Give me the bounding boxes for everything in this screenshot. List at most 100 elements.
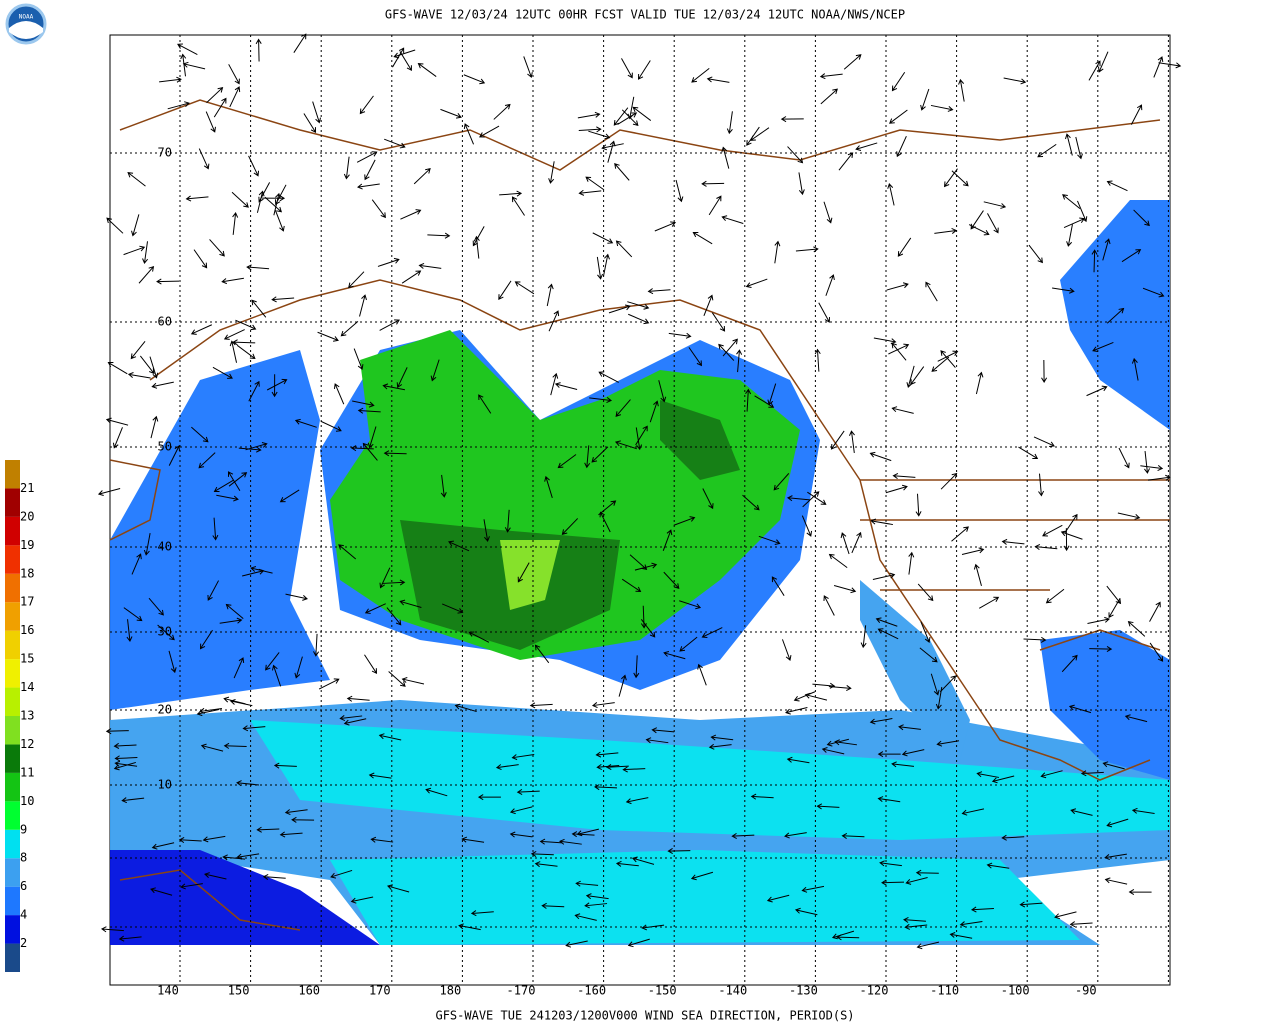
wind-arrow (392, 47, 405, 68)
wind-arrow (472, 226, 485, 247)
wind-arrow (1033, 436, 1055, 448)
wind-arrow (273, 192, 281, 216)
wind-arrow (1063, 217, 1086, 228)
wind-arrow (961, 547, 985, 555)
wind-arrow (814, 348, 821, 372)
wind-arrow (213, 479, 234, 492)
wind-arrow (591, 446, 609, 463)
wind-arrow (383, 450, 407, 457)
wind-arrow (807, 491, 827, 505)
colorbar-segment (5, 829, 20, 859)
wind-arrow (388, 671, 406, 687)
wind-arrow (256, 826, 280, 833)
wind-arrow (370, 836, 394, 843)
wind-arrow (675, 179, 684, 203)
wind-arrow (978, 596, 1000, 609)
wind-arrow (785, 707, 808, 715)
wind-arrow (193, 249, 208, 269)
wind-arrow (157, 624, 175, 641)
wind-arrow (1070, 808, 1093, 816)
longitude-label: 140 (157, 984, 179, 998)
wind-arrow (746, 126, 760, 146)
wind-arrow (1069, 921, 1093, 928)
wind-arrow (470, 910, 494, 917)
longitude-label: 180 (440, 984, 462, 998)
wind-arrow (598, 371, 619, 383)
wind-arrow (574, 913, 597, 921)
wind-arrow (279, 489, 300, 503)
wind-arrow (1108, 598, 1121, 619)
wind-arrow (816, 803, 840, 810)
wind-arrow (206, 87, 224, 104)
wind-arrow (139, 355, 155, 375)
wind-arrow (575, 880, 599, 887)
wind-arrow (896, 136, 907, 158)
wind-arrow (546, 283, 554, 307)
wind-arrow (641, 924, 665, 931)
wind-arrow (228, 472, 248, 487)
wind-arrow (1087, 616, 1110, 624)
wind-arrow (265, 652, 280, 671)
wind-arrow (1001, 538, 1025, 545)
wind-arrow (1128, 889, 1152, 896)
wind-arrow (936, 740, 960, 747)
wind-arrow (886, 282, 909, 291)
colorbar-label: 12 (20, 737, 34, 751)
wind-arrow (919, 647, 938, 663)
wind-arrow (877, 751, 901, 758)
colorbar-segment (5, 943, 20, 972)
colorbar-label: 2 (20, 936, 27, 950)
colorbar-segment (5, 744, 20, 773)
wind-arrow (891, 406, 914, 414)
wind-arrow (367, 426, 377, 449)
wind-arrow (614, 440, 637, 450)
wind-arrow (607, 140, 616, 163)
wind-arrow (1117, 512, 1141, 520)
wind-arrow (613, 107, 629, 126)
wind-arrow (875, 617, 898, 627)
wind-arrow (463, 123, 475, 145)
wind-arrow (353, 348, 364, 371)
colorbar-segment (5, 915, 20, 944)
wind-arrow (635, 425, 648, 446)
wind-arrow (596, 256, 604, 280)
colorbar-label: 21 (20, 481, 34, 495)
wind-arrow (379, 319, 400, 331)
wind-arrow (359, 294, 367, 317)
wind-arrow (112, 427, 123, 449)
wind-arrow (565, 940, 588, 948)
wind-arrow (271, 374, 278, 398)
wind-arrow (127, 372, 151, 379)
wind-arrow (1158, 62, 1182, 69)
wind-arrow (667, 848, 691, 855)
wind-arrow (920, 88, 930, 111)
wind-arrow (362, 442, 378, 461)
longitude-label: -160 (577, 984, 606, 998)
longitude-label: -140 (718, 984, 747, 998)
wind-arrow (1104, 877, 1128, 885)
wind-arrow (364, 603, 386, 614)
wind-arrow (877, 796, 901, 803)
wind-arrow (589, 397, 613, 403)
wind-arrow (229, 340, 238, 363)
wind-arrow (294, 418, 317, 428)
wind-arrow (248, 155, 260, 177)
wind-arrow (517, 562, 530, 583)
wind-arrow (357, 407, 381, 414)
wind-arrow (1142, 287, 1165, 298)
wind-arrow (97, 487, 121, 496)
wind-arrow (591, 702, 615, 708)
wind-arrow (400, 209, 422, 220)
wind-arrow (976, 771, 1000, 778)
wind-arrow (592, 232, 614, 244)
wind-arrow (793, 691, 816, 702)
wind-arrow (318, 678, 340, 690)
wind-arrow (688, 347, 703, 367)
wind-arrow (786, 495, 810, 502)
wind-arrow (343, 156, 350, 180)
wind-arrow (663, 571, 680, 589)
wind-arrow (1102, 238, 1111, 261)
wind-arrow (440, 108, 462, 119)
wind-arrow (251, 299, 267, 318)
wind-arrow (771, 576, 785, 596)
